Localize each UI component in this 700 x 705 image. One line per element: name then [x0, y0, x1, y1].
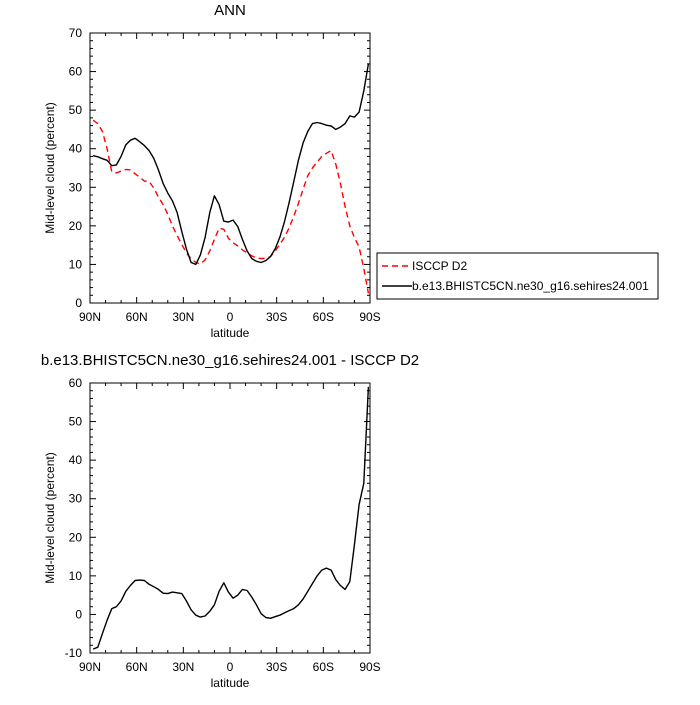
x-tick-label: 30N — [172, 660, 194, 674]
y-tick-label: 0 — [75, 607, 82, 621]
plot-title: ANN — [214, 2, 246, 19]
y-tick-label: 0 — [75, 296, 82, 310]
x-tick-label: 60S — [313, 310, 334, 324]
y-tick-label: 60 — [69, 376, 83, 390]
y-tick-label: 40 — [69, 453, 83, 467]
legend-label-model: b.e13.BHISTC5CN.ne30_g16.sehires24.001 — [412, 279, 649, 293]
y-tick-label: 50 — [69, 103, 83, 117]
y-tick-label: 10 — [69, 569, 83, 583]
x-tick-label: 0 — [227, 310, 234, 324]
y-tick-label: 10 — [69, 257, 83, 271]
legend-label-isccp-d2: ISCCP D2 — [412, 259, 467, 273]
y-tick-label: -10 — [65, 646, 83, 660]
x-tick-label: 30N — [172, 310, 194, 324]
plot-title: b.e13.BHISTC5CN.ne30_g16.sehires24.001 -… — [41, 352, 419, 369]
y-tick-label: 40 — [69, 142, 83, 156]
x-tick-label: 30S — [266, 660, 287, 674]
legend: ISCCP D2 b.e13.BHISTC5CN.ne30_g16.sehires… — [376, 252, 659, 300]
x-tick-label: 90N — [79, 660, 101, 674]
legend-box — [376, 252, 659, 300]
y-tick-label: 70 — [69, 26, 83, 40]
x-tick-label: 30S — [266, 310, 287, 324]
top-panel-ann: ANN 0 10 20 30 40 50 60 70 90N 60N 30N 0 30S 60S 90S lat… — [43, 2, 381, 340]
bottom-panel-difference: b.e13.BHISTC5CN.ne30_g16.sehires24.001 -… — [41, 352, 419, 690]
y-tick-label: 20 — [69, 530, 83, 544]
x-tick-label: 0 — [227, 660, 234, 674]
x-tick-label: 90S — [359, 310, 380, 324]
y-tick-label: 60 — [69, 65, 83, 79]
plot-frame — [89, 32, 371, 304]
y-axis-title: Mid-level cloud (percent) — [43, 102, 57, 233]
series-line-difference — [92, 386, 370, 650]
series-line-model — [92, 63, 370, 266]
plot-frame — [89, 382, 371, 654]
x-tick-label: 90N — [79, 310, 101, 324]
series-line-isccp-d2 — [92, 119, 370, 294]
y-tick-label: 30 — [69, 180, 83, 194]
y-tick-label: 50 — [69, 415, 83, 429]
x-axis-title: latitude — [211, 676, 250, 690]
x-tick-label: 90S — [359, 660, 380, 674]
x-tick-label: 60N — [126, 660, 148, 674]
x-axis-title: latitude — [211, 326, 250, 340]
y-tick-label: 20 — [69, 219, 83, 233]
y-tick-label: 30 — [69, 492, 83, 506]
x-tick-label: 60S — [313, 660, 334, 674]
x-tick-label: 60N — [126, 310, 148, 324]
y-axis-title: Mid-level cloud (percent) — [43, 452, 57, 583]
